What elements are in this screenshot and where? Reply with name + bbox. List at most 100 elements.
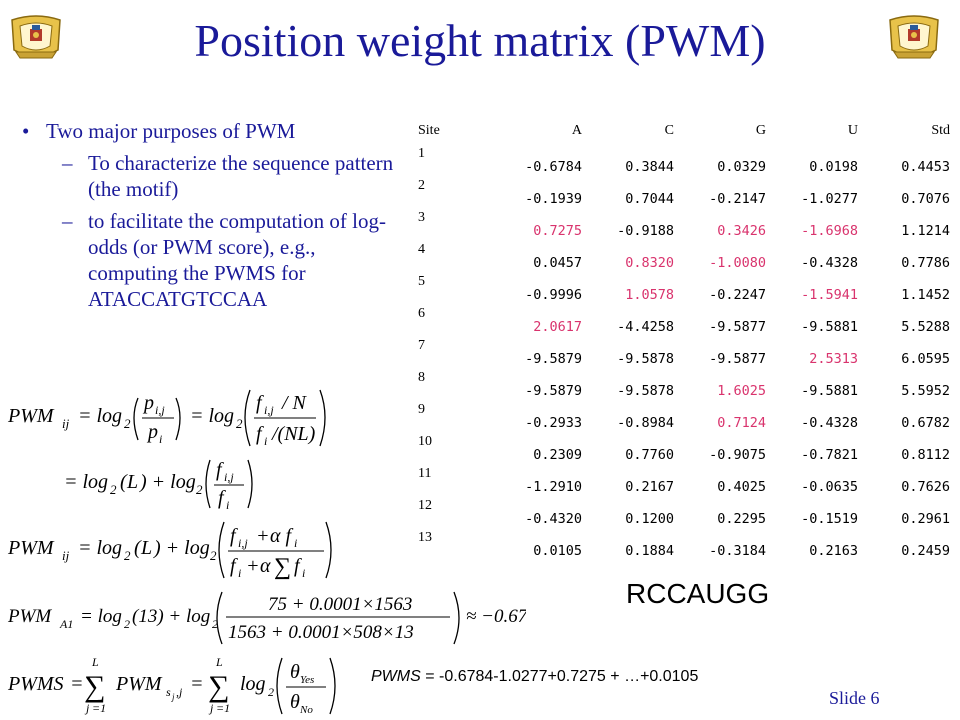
sub-bullet-item: – to facilitate the computation of log-o… (22, 208, 407, 312)
value-cell: 0.7626 (901, 479, 950, 495)
table-row: 9 -0.2933 -0.8984 0.7124 -0.4328 0.6782 (418, 401, 950, 433)
svg-text:f: f (256, 423, 264, 445)
value-cell: 0.7044 (625, 191, 674, 207)
value-cell: -0.9075 (709, 447, 766, 463)
svg-text:f: f (216, 459, 224, 481)
svg-text:f: f (230, 525, 238, 547)
sub-bullet-item: – To characterize the sequence pattern (… (22, 150, 407, 202)
pwms-formula: PWMS = L ∑ j =1 PWM s j ,j = L ∑ j =1 log … (7, 655, 336, 716)
svg-text:PWM: PWM (7, 405, 55, 427)
bullet-text: Two major purposes of PWM (46, 119, 296, 143)
svg-text:/(NL): /(NL) (271, 423, 316, 445)
svg-text:L: L (215, 655, 223, 669)
svg-text:j: j (208, 701, 214, 715)
svg-text:) + log: ) + log (153, 537, 210, 559)
svg-text:∑: ∑ (84, 670, 105, 703)
site-cell: 6 (418, 306, 425, 321)
table-row: 5 -0.9996 1.0578 -0.2247 -1.5941 1.1452 (418, 273, 950, 305)
svg-text:= log: = log (190, 405, 234, 427)
value-cell: 0.1884 (625, 543, 674, 559)
pwm-a1-example-formula: PWM A1 = log 2 (13) + log 2 75 + 0.0001×… (7, 591, 526, 645)
value-cell: 0.7275 (533, 223, 582, 239)
svg-text:ij: ij (62, 416, 70, 431)
svg-text:∑: ∑ (274, 554, 291, 580)
svg-text:ij: ij (62, 548, 70, 563)
value-cell: 2.0617 (533, 319, 582, 335)
site-cell: 1 (418, 146, 425, 161)
svg-text:i: i (302, 566, 305, 580)
value-cell: -1.5941 (801, 287, 858, 303)
svg-text:f: f (218, 487, 226, 509)
value-cell: 0.4025 (717, 479, 766, 495)
value-cell: -0.4328 (801, 415, 858, 431)
svg-text:p: p (142, 392, 154, 414)
column-header: Site (418, 123, 440, 138)
value-cell: -0.4328 (801, 255, 858, 271)
value-cell: -1.0080 (709, 255, 766, 271)
svg-text:∑: ∑ (208, 670, 229, 703)
svg-text:+: + (246, 555, 260, 577)
value-cell: 0.2163 (809, 543, 858, 559)
svg-text:75 + 0.0001×1563: 75 + 0.0001×1563 (268, 594, 412, 615)
svg-text:i: i (294, 536, 297, 550)
column-header: C (664, 123, 674, 138)
svg-text:θ: θ (290, 691, 300, 713)
table-row: 7 -9.5879 -9.5878 -9.5877 2.5313 6.0595 (418, 337, 950, 369)
svg-text:=1: =1 (216, 701, 230, 715)
pwm-table: Site A C G U Std 1 -0.6784 0.3844 0.0329 0.0198 0.… (418, 117, 950, 561)
svg-text:(13) + log: (13) + log (132, 606, 210, 627)
value-cell: 1.1214 (901, 223, 950, 239)
value-cell: 0.7124 (717, 415, 766, 431)
value-cell: 5.5952 (901, 383, 950, 399)
svg-text:PWM: PWM (7, 606, 52, 627)
svg-text:= log: = log (78, 537, 122, 559)
value-cell: -9.5879 (525, 383, 582, 399)
value-cell: -0.9996 (525, 287, 582, 303)
value-cell: -9.5877 (709, 351, 766, 367)
crest-icon (889, 15, 939, 59)
svg-text:θ: θ (290, 661, 300, 683)
svg-text:=1: =1 (92, 701, 106, 715)
svg-text:2: 2 (124, 617, 130, 631)
column-header: U (847, 123, 858, 138)
svg-text:i,j: i,j (264, 403, 274, 417)
svg-text:Yes: Yes (300, 674, 314, 686)
site-cell: 10 (418, 434, 432, 449)
value-cell: -9.5878 (617, 351, 674, 367)
svg-text:PWMS: PWMS (7, 673, 64, 695)
svg-text:s: s (166, 685, 171, 699)
svg-text:=: = (190, 673, 204, 695)
value-cell: -0.2147 (709, 191, 766, 207)
value-cell: -9.5878 (617, 383, 674, 399)
value-cell: 0.7786 (901, 255, 950, 271)
svg-text:α f: α f (270, 525, 293, 547)
site-cell: 5 (418, 274, 425, 289)
svg-text:A1: A1 (59, 617, 73, 631)
column-header: G (755, 123, 766, 138)
svg-text:No: No (299, 704, 313, 716)
value-cell: -1.0277 (801, 191, 858, 207)
value-cell: -9.5877 (709, 319, 766, 335)
svg-text:2: 2 (268, 685, 274, 699)
dash-icon: – (62, 209, 73, 233)
svg-text:L: L (126, 471, 138, 493)
site-cell: 2 (418, 178, 425, 193)
bullet-item: • Two major purposes of PWM (22, 118, 407, 144)
column-header: Std (931, 123, 950, 138)
table-row: 8 -9.5879 -9.5878 1.6025 -9.5881 5.5952 (418, 369, 950, 401)
svg-text:= log: = log (64, 471, 108, 493)
value-cell: -0.9188 (617, 223, 674, 239)
value-cell: -0.0635 (801, 479, 858, 495)
svg-text:+: + (256, 525, 270, 547)
sub-bullet-text: to facilitate the computation of log-odd… (88, 209, 386, 311)
value-cell: -0.8984 (617, 415, 674, 431)
value-cell: 0.2459 (901, 543, 950, 559)
value-cell: 0.7760 (625, 447, 674, 463)
value-cell: 0.4453 (901, 159, 950, 175)
table-body: 1 -0.6784 0.3844 0.0329 0.0198 0.4453 2 -0.1939… (418, 145, 950, 561)
site-cell: 7 (418, 338, 425, 353)
svg-text:2: 2 (236, 416, 243, 431)
svg-text:2: 2 (110, 482, 117, 497)
svg-text:(: ( (134, 537, 142, 559)
pwm-pseudocount-formula: PWM ij = log 2 (L) + log 2 f i,j + α f i… (7, 521, 332, 580)
